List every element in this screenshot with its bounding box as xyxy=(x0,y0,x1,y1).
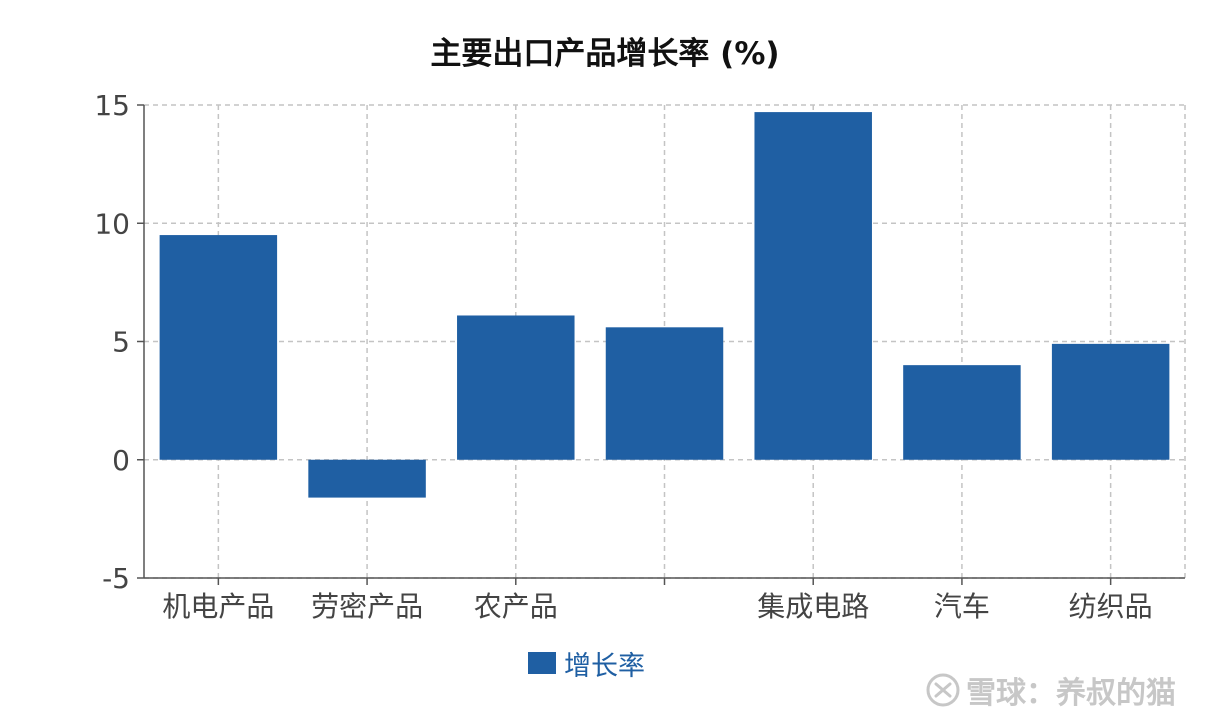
tick-labels: -5 0 5 10 15 机电产品 劳密产品 农产品 集成电路 汽车 纺织品 xyxy=(94,89,1152,623)
bar[interactable] xyxy=(159,235,278,460)
x-tick-label: 纺织品 xyxy=(1069,590,1153,623)
watermark-text: 雪球：养叔的猫 xyxy=(966,676,1176,711)
legend-swatch xyxy=(528,652,556,674)
legend[interactable]: 增长率 xyxy=(528,645,645,682)
snowball-logo-icon xyxy=(926,673,960,707)
x-tick-label: 机电产品 xyxy=(162,590,274,623)
legend-label: 增长率 xyxy=(564,650,645,682)
bar[interactable] xyxy=(308,459,426,498)
axes xyxy=(137,104,1185,585)
x-tick-label: 汽车 xyxy=(934,590,990,623)
y-tick-label: -5 xyxy=(102,562,130,595)
y-tick-label: 15 xyxy=(94,89,130,122)
x-tick-label: 集成电路 xyxy=(757,590,869,623)
y-tick-label: 10 xyxy=(94,207,130,240)
bar[interactable] xyxy=(605,327,724,460)
bar[interactable] xyxy=(754,112,872,460)
chart-title: 主要出口产品增长率 (%) xyxy=(430,36,780,72)
y-tick-label: 5 xyxy=(112,326,130,359)
bar[interactable] xyxy=(457,315,575,460)
bar[interactable] xyxy=(903,365,1021,460)
bar[interactable] xyxy=(1051,343,1170,460)
y-tick-label: 0 xyxy=(112,444,130,477)
x-tick-label: 农产品 xyxy=(474,590,558,623)
x-tick-label: 劳密产品 xyxy=(311,590,423,623)
bar-series xyxy=(159,112,1170,498)
watermark: 雪球：养叔的猫 xyxy=(926,668,1176,712)
